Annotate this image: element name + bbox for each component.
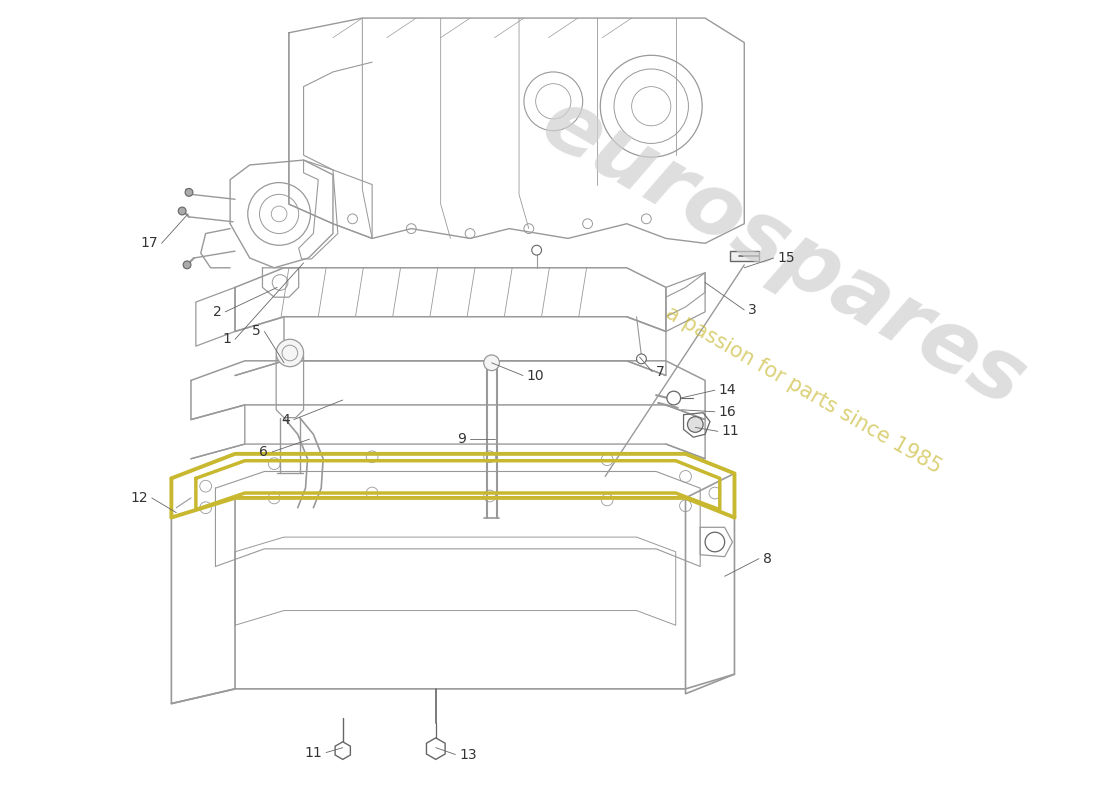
- Text: 16: 16: [718, 405, 737, 418]
- Text: 1: 1: [222, 332, 231, 346]
- Text: 4: 4: [282, 413, 290, 426]
- Circle shape: [185, 189, 192, 196]
- Text: 14: 14: [718, 383, 736, 398]
- Text: 7: 7: [656, 365, 664, 378]
- Text: 9: 9: [458, 432, 466, 446]
- Circle shape: [276, 339, 304, 366]
- Text: 8: 8: [763, 552, 772, 566]
- Polygon shape: [336, 742, 351, 759]
- Text: 15: 15: [778, 251, 795, 265]
- Circle shape: [484, 355, 499, 370]
- Text: 6: 6: [260, 445, 268, 459]
- Polygon shape: [427, 738, 446, 759]
- Text: a passion for parts since 1985: a passion for parts since 1985: [661, 302, 945, 478]
- Text: 2: 2: [212, 305, 221, 319]
- Circle shape: [667, 391, 681, 405]
- Circle shape: [688, 417, 703, 432]
- Circle shape: [637, 354, 647, 364]
- Text: 11: 11: [722, 424, 739, 438]
- Text: 13: 13: [460, 747, 477, 762]
- Circle shape: [183, 261, 191, 269]
- Text: eurospares: eurospares: [527, 81, 1040, 425]
- Polygon shape: [729, 251, 759, 261]
- Text: 17: 17: [140, 236, 157, 250]
- Text: 5: 5: [252, 325, 261, 338]
- Text: 10: 10: [527, 369, 544, 382]
- Text: 12: 12: [130, 491, 147, 505]
- Text: 3: 3: [748, 303, 757, 317]
- Text: 11: 11: [305, 746, 322, 759]
- Circle shape: [531, 246, 541, 255]
- Circle shape: [178, 207, 186, 215]
